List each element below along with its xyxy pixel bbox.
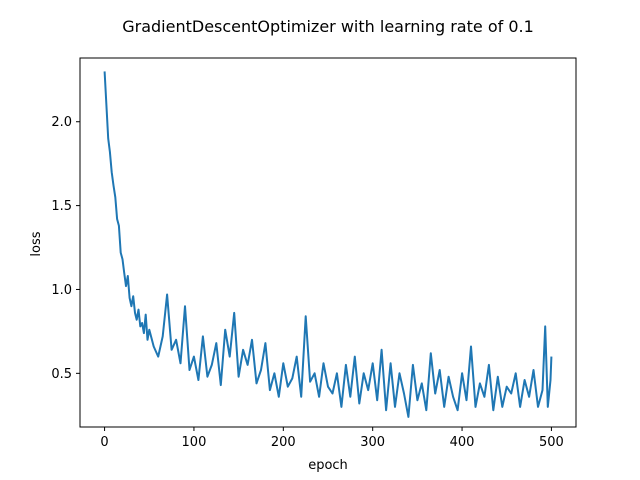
y-tick-label: 1.5 [51, 199, 72, 214]
x-tick-label: 100 [182, 435, 207, 450]
y-tick-label: 0.5 [51, 367, 72, 382]
x-tick-label: 400 [450, 435, 475, 450]
x-axis-label: epoch [308, 458, 348, 473]
x-tick-label: 200 [271, 435, 296, 450]
y-tick-label: 2.0 [51, 115, 72, 130]
y-axis-label: loss [29, 231, 44, 256]
x-tick-label: 500 [539, 435, 564, 450]
plot-frame [79, 57, 577, 428]
x-tick-label: 0 [100, 435, 108, 450]
y-tick-label: 1.0 [51, 283, 72, 298]
series-line-0 [103, 71, 553, 418]
plot-area [103, 71, 553, 418]
x-tick-label: 300 [360, 435, 385, 450]
chart-title: GradientDescentOptimizer with learning r… [122, 17, 534, 36]
axes: 0 100 200 300 400 500 0.5 1.0 1.5 2.0 [51, 57, 577, 450]
